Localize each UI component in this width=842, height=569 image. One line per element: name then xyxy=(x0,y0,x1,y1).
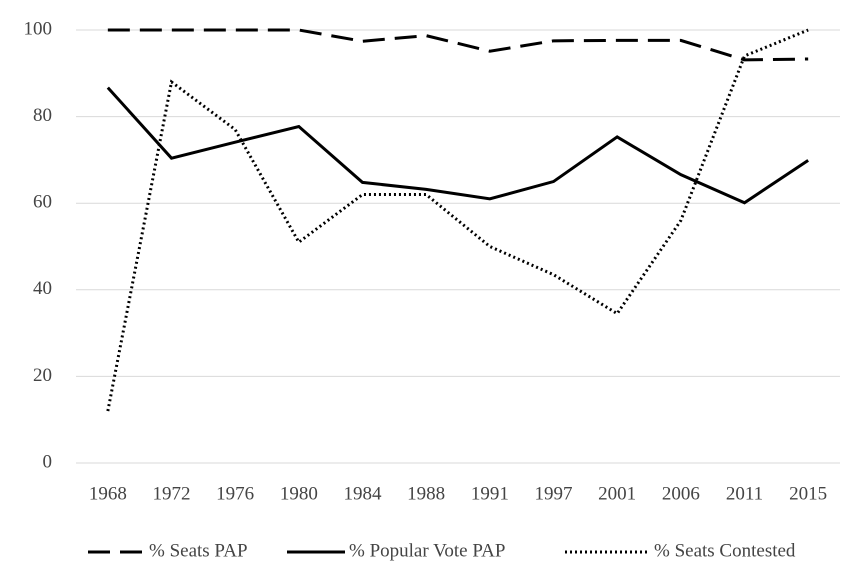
series-line xyxy=(106,86,809,205)
series-line xyxy=(106,28,809,412)
legend-label: % Seats PAP xyxy=(149,540,248,561)
x-tick-label: 1976 xyxy=(216,483,254,504)
x-tick-label: 2011 xyxy=(726,483,763,504)
y-tick-label: 80 xyxy=(33,105,52,126)
y-tick-label: 20 xyxy=(33,365,52,386)
x-tick-label: 2006 xyxy=(662,483,700,504)
x-tick-label: 1988 xyxy=(407,483,445,504)
x-tick-label: 2001 xyxy=(598,483,636,504)
y-tick-label: 0 xyxy=(43,451,53,472)
x-tick-label: 1991 xyxy=(471,483,509,504)
x-tick-label: 1972 xyxy=(153,483,191,504)
x-tick-label: 2015 xyxy=(789,483,827,504)
x-tick-label: 1980 xyxy=(280,483,318,504)
y-tick-label: 60 xyxy=(33,192,52,213)
legend-label: % Seats Contested xyxy=(654,540,796,561)
x-tick-label: 1968 xyxy=(89,483,127,504)
series-line xyxy=(107,28,809,62)
legend-label: % Popular Vote PAP xyxy=(349,540,505,561)
x-tick-label: 1984 xyxy=(344,483,383,504)
y-tick-label: 100 xyxy=(24,18,53,39)
x-tick-label: 1997 xyxy=(535,483,573,504)
y-tick-label: 40 xyxy=(33,278,52,299)
